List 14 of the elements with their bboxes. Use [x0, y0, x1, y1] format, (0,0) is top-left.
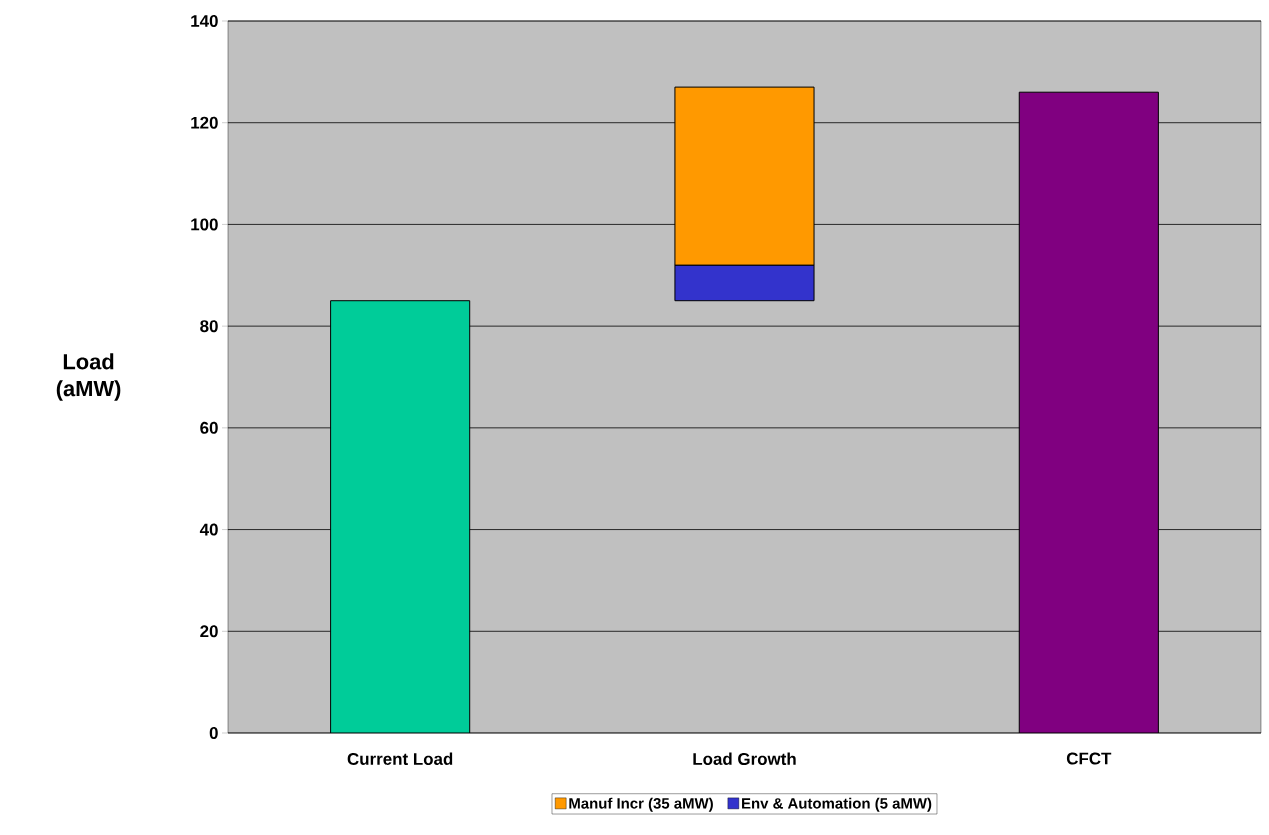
y-tick-label: 0 [209, 727, 218, 739]
y-tick-label: 40 [199, 523, 218, 536]
y-tick-label: 100 [191, 218, 218, 231]
y-tick-label: 140 [191, 14, 218, 27]
x-tick-label: Load Growth [693, 752, 796, 765]
x-tick-label: Current Load [347, 752, 453, 765]
y-tick-label: 80 [200, 320, 218, 333]
x-tick-label: CFCT [1066, 752, 1112, 765]
legend-label: Env & Automation (5 aMW) [742, 797, 932, 812]
y-axis-title: Load (aMW) [56, 353, 121, 401]
y-tick-label: 20 [200, 625, 218, 638]
y-tick-label: 120 [191, 116, 218, 129]
y-tick-label: 60 [200, 421, 218, 434]
legend-label: Manuf Incr (35 aMW) [569, 797, 713, 812]
